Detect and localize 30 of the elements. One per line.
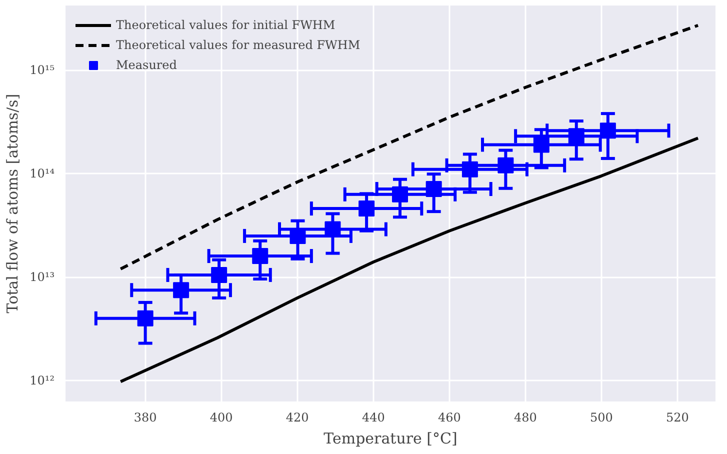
legend-label: Theoretical values for initial FWHM [116,18,336,32]
x-tick-label: 460 [438,410,461,424]
line-series [119,136,700,384]
x-tick-label: 500 [590,410,613,424]
point [533,136,550,153]
point [426,181,442,198]
point [137,310,154,326]
x-tick-label: 520 [666,410,689,424]
point [568,128,584,144]
legend-label: Theoretical values for measured FWHM [116,38,360,52]
y-axis-title: Total flow of atoms [atoms/s] [4,94,22,314]
point [600,122,616,139]
legend-label: Measured [116,58,177,72]
point [498,157,514,174]
x-tick-label: 480 [514,410,537,424]
x-tick-label: 420 [286,410,309,424]
point [358,200,375,217]
y-tick-label: 10¹⁴ [30,166,55,181]
y-tick-label: 10¹² [30,374,55,388]
point [462,161,478,178]
point [211,266,228,283]
x-axis-title: Temperature [°C] [324,430,458,448]
point [173,282,190,298]
x-tick-label: 380 [134,410,157,424]
x-tick-label: 400 [210,410,233,424]
point [392,186,408,202]
point [252,248,268,264]
x-tick-label: 440 [362,410,385,424]
y-tick-label: 10¹³ [30,270,55,284]
y-tick-label: 10¹⁵ [30,63,55,78]
